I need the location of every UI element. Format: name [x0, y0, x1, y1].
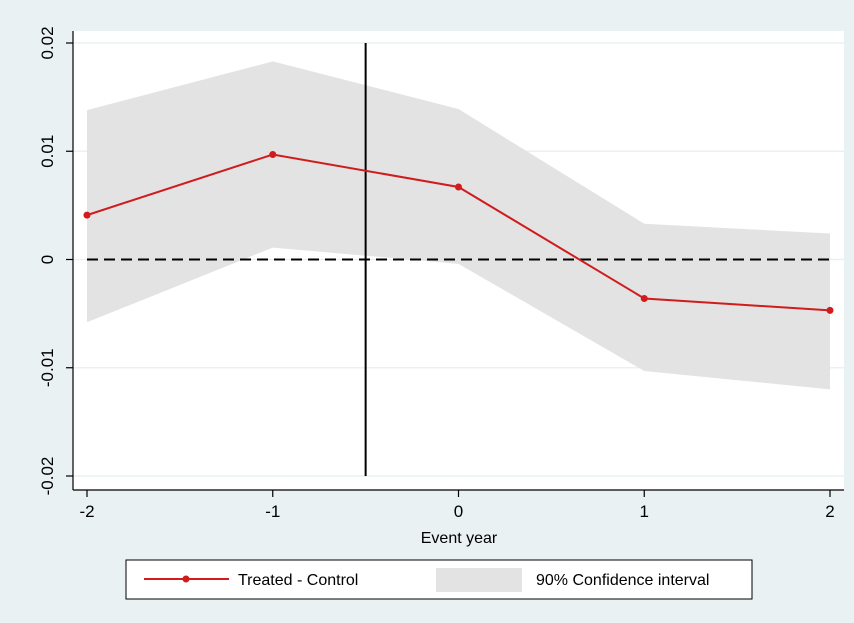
data-point-0-4 [826, 306, 834, 314]
legend-swatch-marker [182, 575, 190, 583]
confidence-band [87, 61, 830, 390]
data-point-0-2 [455, 183, 462, 191]
legend-label-series: Treated - Control [238, 572, 358, 589]
x-tick-label-3: 1 [640, 502, 649, 521]
y-tick-label-3: 0.01 [38, 135, 57, 168]
data-point-0-3 [640, 294, 648, 302]
data-point-0-1 [269, 150, 277, 158]
x-axis-title: Event year [421, 530, 498, 547]
series-layer [83, 150, 834, 314]
x-tick-label-0: -2 [79, 502, 94, 521]
y-tick-label-4: 0.02 [38, 26, 57, 59]
confidence-band-area [87, 61, 830, 390]
legend: Treated - Control 90% Confidence interva… [125, 559, 753, 600]
axes: -0.02 -0.01 0 0.01 0.02 -2 -1 0 1 2 [38, 26, 844, 521]
data-point-0-0 [83, 211, 91, 219]
legend-swatch-band [436, 568, 522, 592]
reference-lines [87, 43, 830, 476]
x-tick-label-2: 0 [454, 502, 463, 521]
x-tick-label-4: 2 [825, 502, 834, 521]
y-tick-label-2: 0 [38, 255, 57, 264]
legend-label-band: 90% Confidence interval [536, 572, 709, 589]
y-tick-label-1: -0.01 [38, 348, 57, 387]
x-tick-label-1: -1 [265, 502, 280, 521]
y-tick-label-0: -0.02 [38, 457, 57, 496]
